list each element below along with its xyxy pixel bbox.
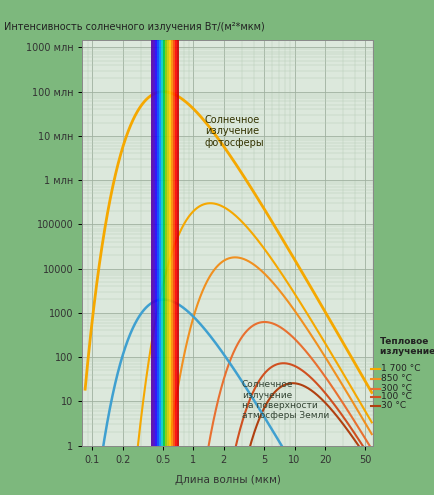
Bar (157, 40, 159, 446)
Bar (169, 40, 171, 446)
Bar (165, 40, 167, 446)
Bar (155, 40, 157, 446)
Text: 100 °C: 100 °C (381, 393, 412, 401)
Text: 30 °C: 30 °C (381, 401, 406, 410)
Text: 1 700 °C: 1 700 °C (381, 364, 421, 373)
Text: Интенсивность солнечного излучения Вт/(м²*мкм): Интенсивность солнечного излучения Вт/(м… (4, 22, 265, 32)
Bar (171, 40, 173, 446)
Text: 850 °C: 850 °C (381, 374, 412, 383)
Bar (177, 40, 179, 446)
Bar (151, 40, 153, 446)
Text: Солнечное
излучение
фотосферы: Солнечное излучение фотосферы (205, 115, 265, 148)
Bar (167, 40, 169, 446)
Bar (153, 40, 155, 446)
Text: Длина волны (мкм): Длина волны (мкм) (175, 475, 281, 485)
Bar (161, 40, 163, 446)
Text: 300 °C: 300 °C (381, 384, 412, 393)
Text: Тепловое
излучение при: Тепловое излучение при (380, 337, 434, 356)
Bar (159, 40, 161, 446)
Bar (175, 40, 177, 446)
Bar (173, 40, 175, 446)
Text: Солнечное
излучение
на поверхности
атмосферы Земли: Солнечное излучение на поверхности атмос… (242, 380, 329, 420)
Bar (163, 40, 165, 446)
